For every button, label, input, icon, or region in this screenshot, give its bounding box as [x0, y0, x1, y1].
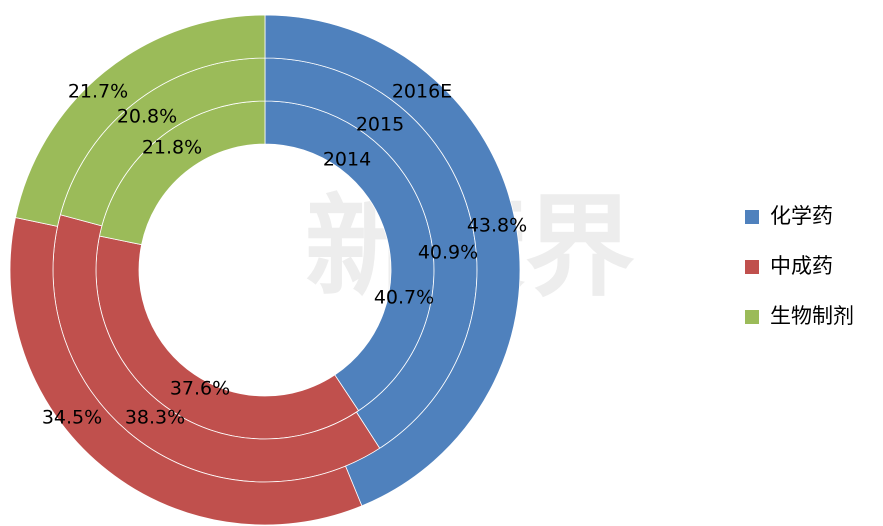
ring-label: 2015 — [356, 114, 404, 136]
value-label: 34.5% — [42, 407, 102, 429]
value-label: 37.6% — [170, 378, 230, 400]
donut-segment — [9, 217, 363, 526]
donut-segment — [264, 14, 521, 507]
legend-label: 生物制剂 — [770, 304, 854, 328]
value-label: 40.7% — [374, 287, 434, 309]
legend-swatch — [745, 260, 759, 274]
value-label: 21.7% — [68, 81, 128, 103]
legend-label: 化学药 — [770, 204, 833, 228]
donut-segment — [14, 14, 266, 227]
legend-swatch — [745, 210, 759, 224]
value-label: 20.8% — [117, 106, 177, 128]
value-label: 40.9% — [418, 242, 478, 264]
legend-swatch — [745, 310, 759, 324]
ring-label: 2016E — [392, 81, 452, 103]
legend-label: 中成药 — [770, 254, 833, 278]
value-label: 21.8% — [142, 137, 202, 159]
value-label: 38.3% — [125, 407, 185, 429]
ring-label: 2014 — [323, 149, 371, 171]
value-label: 43.8% — [467, 215, 527, 237]
